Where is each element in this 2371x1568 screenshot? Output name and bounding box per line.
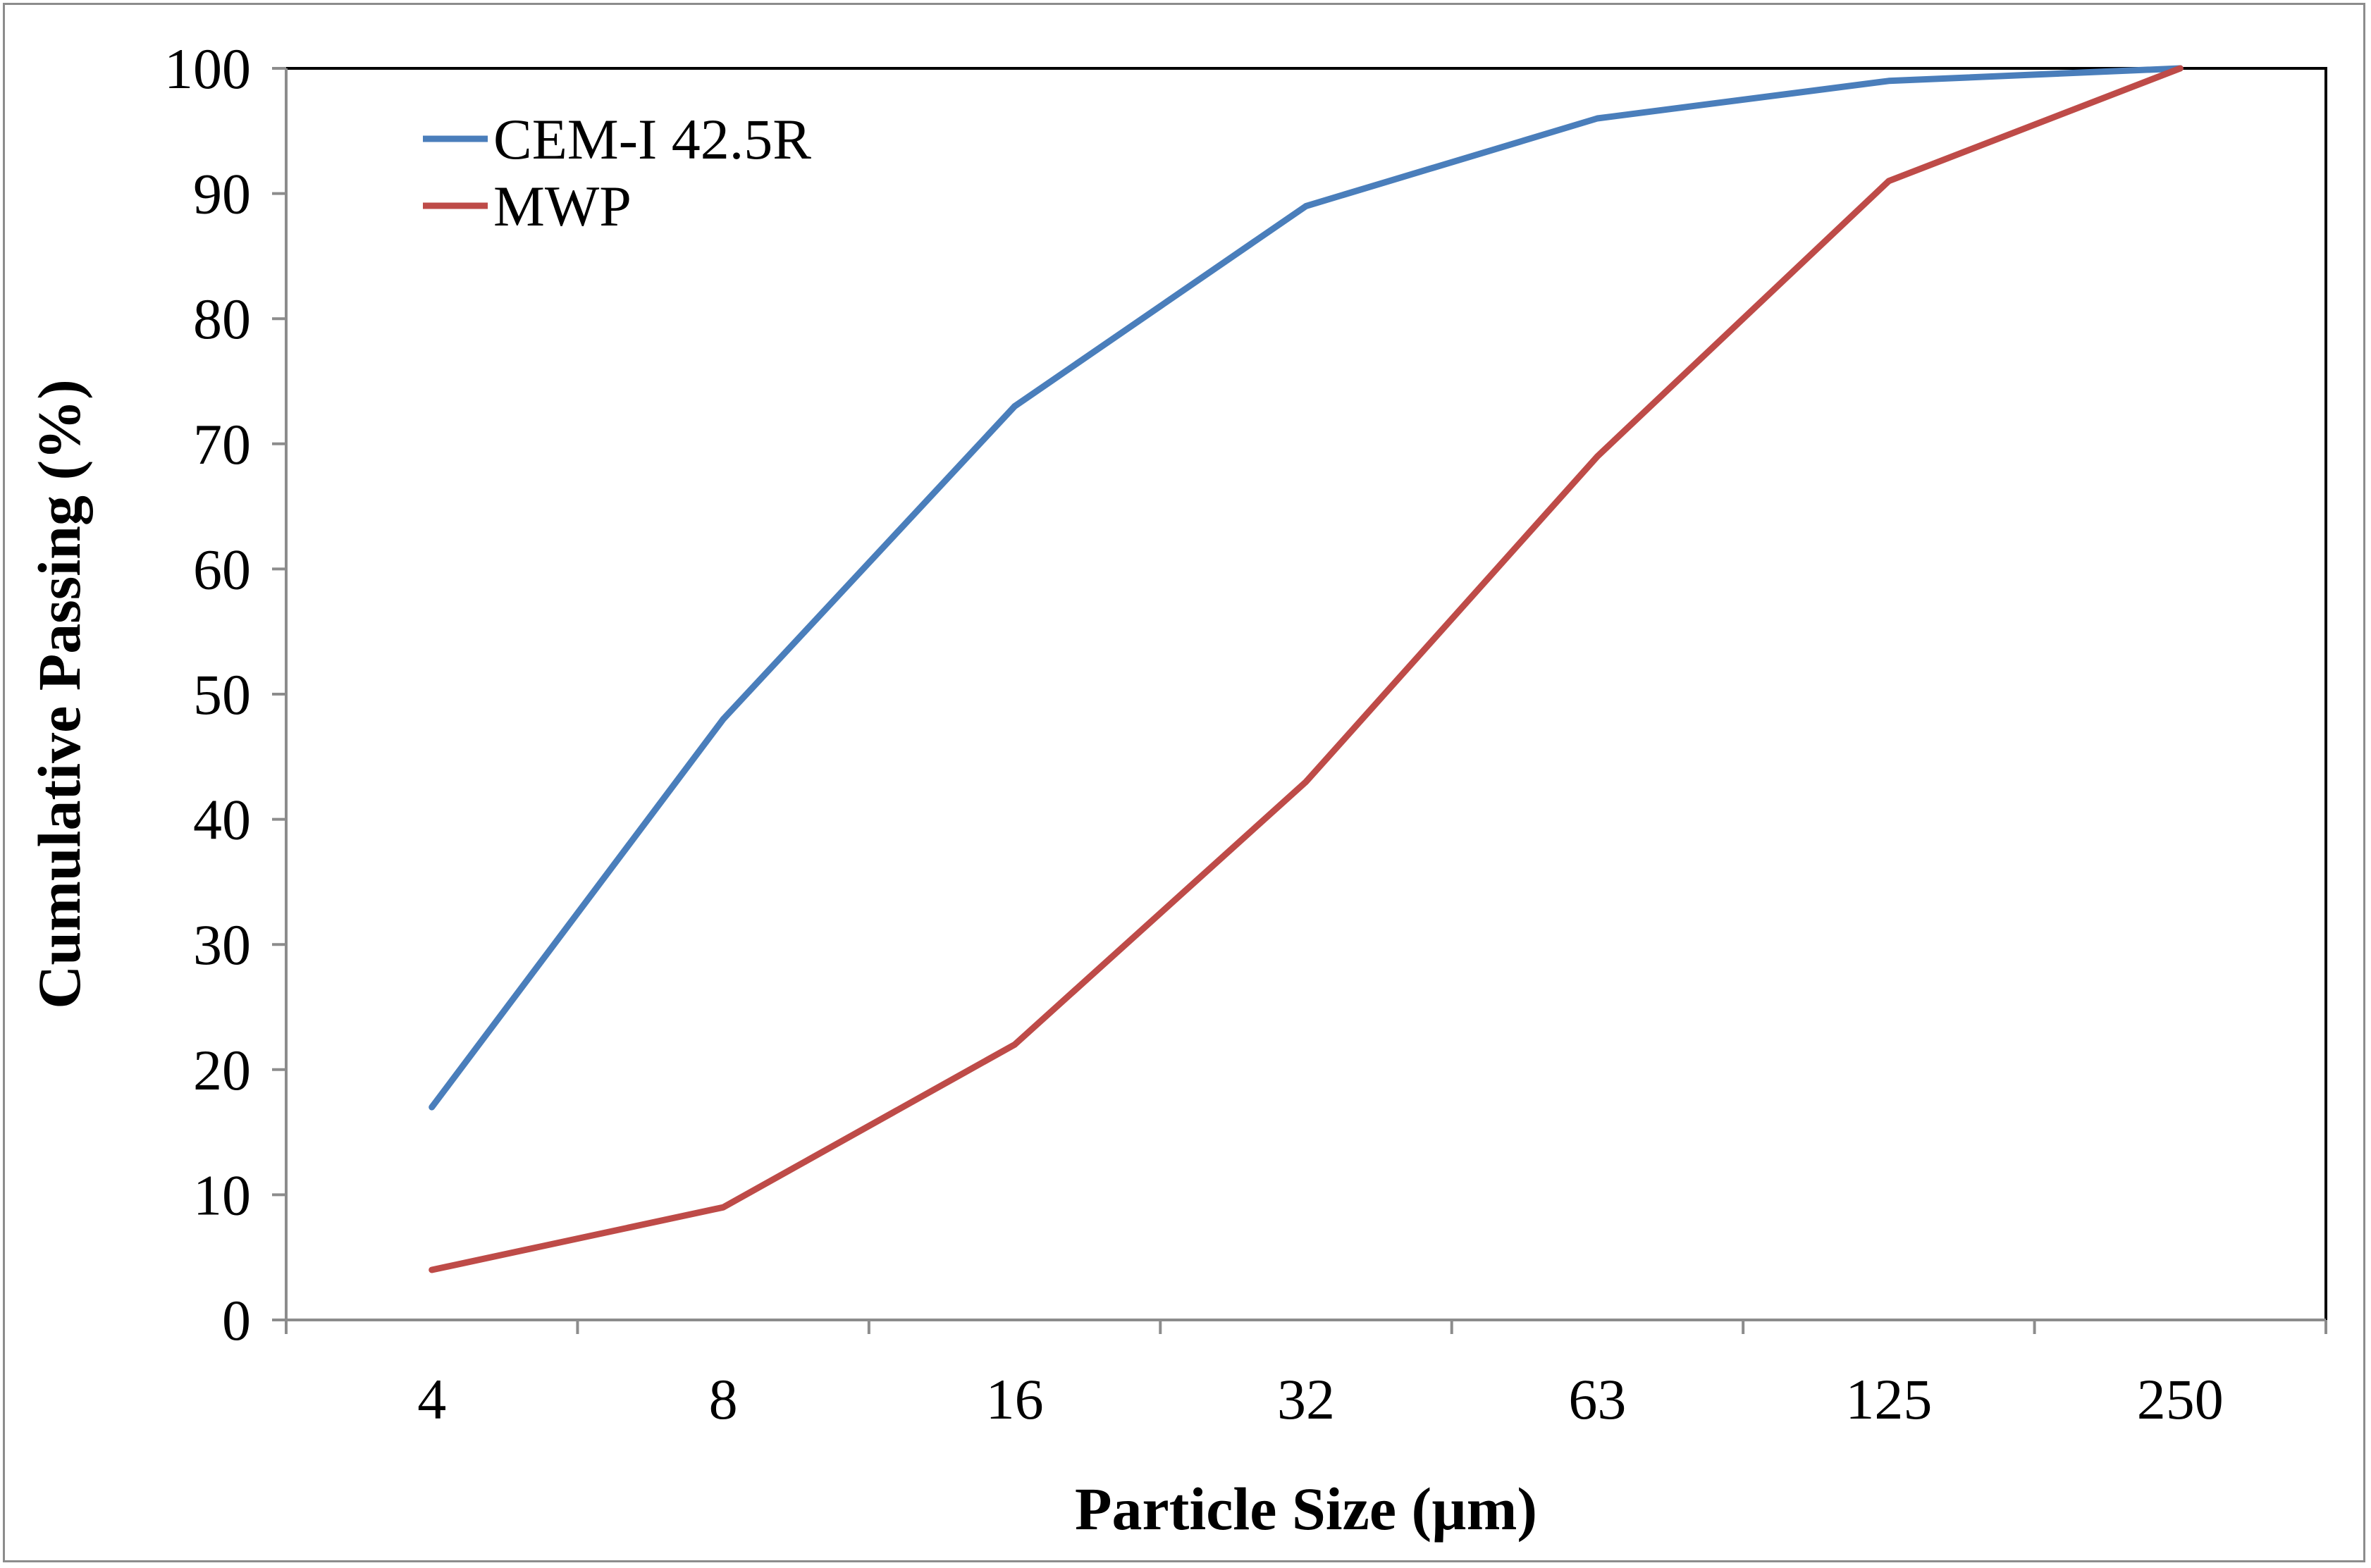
- data-point: [1011, 1042, 1018, 1048]
- plot-area: [285, 67, 2327, 1321]
- data-point: [429, 1104, 435, 1111]
- y-tick-label: 60: [193, 537, 251, 601]
- x-tick-label: 16: [986, 1367, 1044, 1431]
- data-point: [1885, 178, 1892, 184]
- data-point: [1885, 78, 1892, 84]
- y-tick-label: 0: [222, 1288, 251, 1352]
- y-tick-label: 40: [193, 788, 251, 852]
- y-tick-label: 90: [193, 162, 251, 226]
- x-tick-label: 63: [1568, 1367, 1626, 1431]
- legend-label: CEM-I 42.5R: [493, 107, 811, 171]
- y-tick-label: 70: [193, 412, 251, 476]
- data-point: [1594, 116, 1601, 122]
- x-tick-label: 125: [1845, 1367, 1932, 1431]
- data-point: [429, 1266, 435, 1273]
- x-tick-label: 4: [417, 1367, 446, 1431]
- legend-label: MWP: [493, 174, 632, 238]
- y-tick-label: 50: [193, 662, 251, 727]
- data-point: [1011, 403, 1018, 409]
- data-point: [1303, 779, 1309, 785]
- x-axis-title: Particle Size (µm): [1075, 1475, 1537, 1543]
- data-point: [2177, 66, 2184, 71]
- y-tick-label: 100: [164, 37, 251, 101]
- y-tick-label: 30: [193, 913, 251, 977]
- data-point: [720, 716, 727, 722]
- y-tick-label: 20: [193, 1038, 251, 1102]
- x-tick-label: 250: [2137, 1367, 2224, 1431]
- data-point: [1594, 453, 1601, 459]
- data-point: [720, 1204, 727, 1211]
- x-tick-label: 8: [709, 1367, 738, 1431]
- y-tick-label: 80: [193, 287, 251, 351]
- y-axis-title: Cumulative Passing (%): [25, 379, 93, 1008]
- y-tick-label: 10: [193, 1163, 251, 1227]
- x-tick-label: 32: [1277, 1367, 1335, 1431]
- data-point: [1303, 203, 1309, 209]
